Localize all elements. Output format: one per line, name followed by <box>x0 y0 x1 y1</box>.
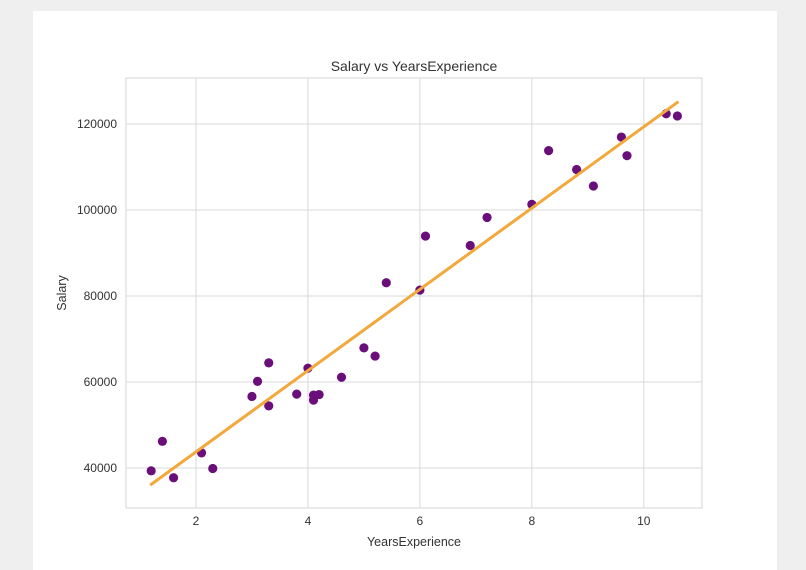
y-tick-label: 40000 <box>84 461 118 475</box>
data-point <box>247 391 257 402</box>
regression-line <box>149 100 679 486</box>
data-point <box>370 351 380 361</box>
y-axis-label: Salary <box>55 275 69 311</box>
data-point <box>544 146 554 156</box>
data-point <box>588 181 599 191</box>
x-tick-label: 10 <box>637 514 651 528</box>
data-point <box>381 278 391 288</box>
y-tick-label: 60000 <box>84 375 118 389</box>
data-point <box>672 111 682 121</box>
data-point <box>359 343 369 353</box>
data-point <box>208 463 218 474</box>
data-point <box>420 231 431 241</box>
data-point <box>292 389 302 399</box>
data-point <box>482 212 492 223</box>
data-point <box>252 376 263 386</box>
data-point <box>264 358 274 368</box>
data-point <box>168 473 179 483</box>
data-point <box>465 240 475 251</box>
x-tick-label: 6 <box>417 514 424 528</box>
data-point <box>336 372 347 382</box>
data-point <box>572 164 582 175</box>
x-tick-label: 2 <box>193 514 200 528</box>
y-tick-label: 120000 <box>77 117 117 131</box>
data-point <box>616 132 626 142</box>
data-point <box>157 436 167 446</box>
x-tick-label: 4 <box>305 514 312 528</box>
data-point <box>264 401 274 411</box>
data-point <box>622 151 632 161</box>
y-tick-label: 100000 <box>77 203 117 217</box>
data-point <box>314 389 324 400</box>
data-point <box>146 466 156 476</box>
x-tick-label: 8 <box>528 514 535 528</box>
x-axis-label: YearsExperience <box>367 535 461 549</box>
y-tick-label: 80000 <box>84 289 118 303</box>
chart-title: Salary vs YearsExperience <box>331 58 498 74</box>
